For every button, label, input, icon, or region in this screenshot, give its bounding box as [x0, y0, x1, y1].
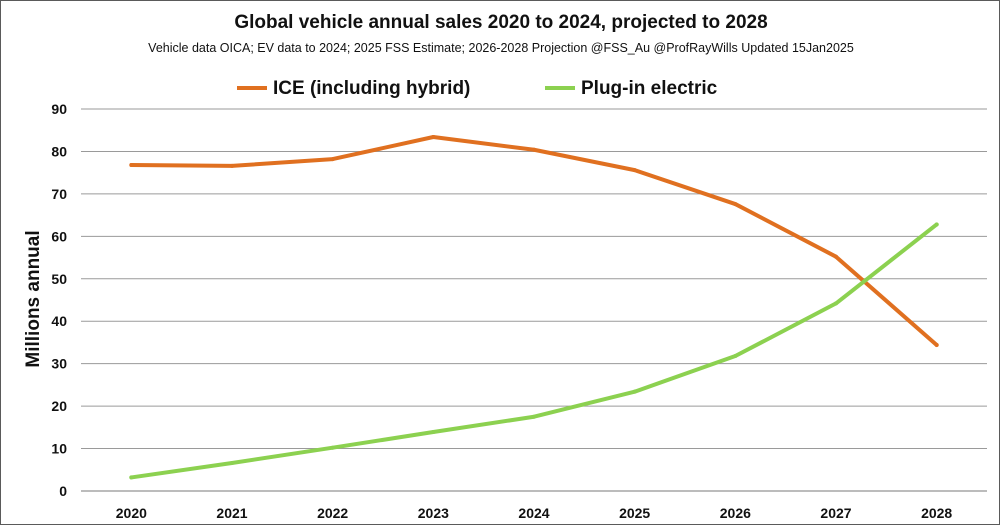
y-tick-label: 10 — [51, 441, 67, 457]
y-tick-label: 70 — [51, 186, 67, 202]
x-axis-ticks: 2020 2021 2022 2023 2024 2025 2026 2027 2028 — [116, 505, 953, 521]
y-tick-label: 90 — [51, 101, 67, 117]
y-tick-label: 20 — [51, 398, 67, 414]
legend-label: Plug-in electric — [581, 78, 718, 99]
data-point — [330, 445, 335, 450]
x-tick-label: 2020 — [116, 505, 147, 521]
y-tick-label: 50 — [51, 271, 67, 287]
x-tick-label: 2023 — [418, 505, 449, 521]
series-line-1 — [129, 222, 939, 480]
series-layer — [129, 135, 939, 480]
data-point — [431, 430, 436, 435]
x-tick-label: 2021 — [216, 505, 247, 521]
data-point — [129, 475, 134, 480]
y-tick-label: 0 — [59, 483, 67, 499]
y-tick-label: 30 — [51, 356, 67, 372]
y-tick-label: 60 — [51, 228, 67, 244]
y-tick-label: 40 — [51, 313, 67, 329]
chart-subtitle: Vehicle data OICA; EV data to 2024; 2025… — [148, 41, 854, 55]
y-axis-title: Millions annual — [23, 230, 44, 367]
data-point — [129, 163, 134, 168]
y-axis-ticks: 0 10 20 30 40 50 60 70 80 90 — [51, 101, 67, 499]
data-point — [431, 135, 436, 140]
y-tick-label: 80 — [51, 143, 67, 159]
data-point — [632, 168, 637, 173]
x-tick-label: 2026 — [720, 505, 751, 521]
data-point — [532, 414, 536, 419]
x-tick-label: 2025 — [619, 505, 650, 521]
data-point — [230, 460, 234, 465]
x-tick-label: 2027 — [820, 505, 851, 521]
data-point — [330, 157, 335, 162]
data-point — [733, 202, 738, 207]
x-tick-label: 2028 — [921, 505, 952, 521]
x-tick-label: 2022 — [317, 505, 348, 521]
data-point — [834, 254, 838, 259]
data-point — [632, 389, 637, 394]
x-tick-label: 2024 — [518, 505, 549, 521]
chart-title: Global vehicle annual sales 2020 to 2024… — [234, 12, 767, 33]
gridlines — [81, 108, 987, 492]
data-point — [934, 342, 939, 347]
data-point — [934, 222, 939, 227]
legend: ICE (including hybrid) Plug-in electric — [237, 78, 718, 99]
data-point — [532, 147, 536, 152]
data-point — [733, 354, 738, 359]
legend-label: ICE (including hybrid) — [273, 78, 470, 99]
data-point — [834, 301, 838, 306]
data-point — [230, 163, 234, 168]
